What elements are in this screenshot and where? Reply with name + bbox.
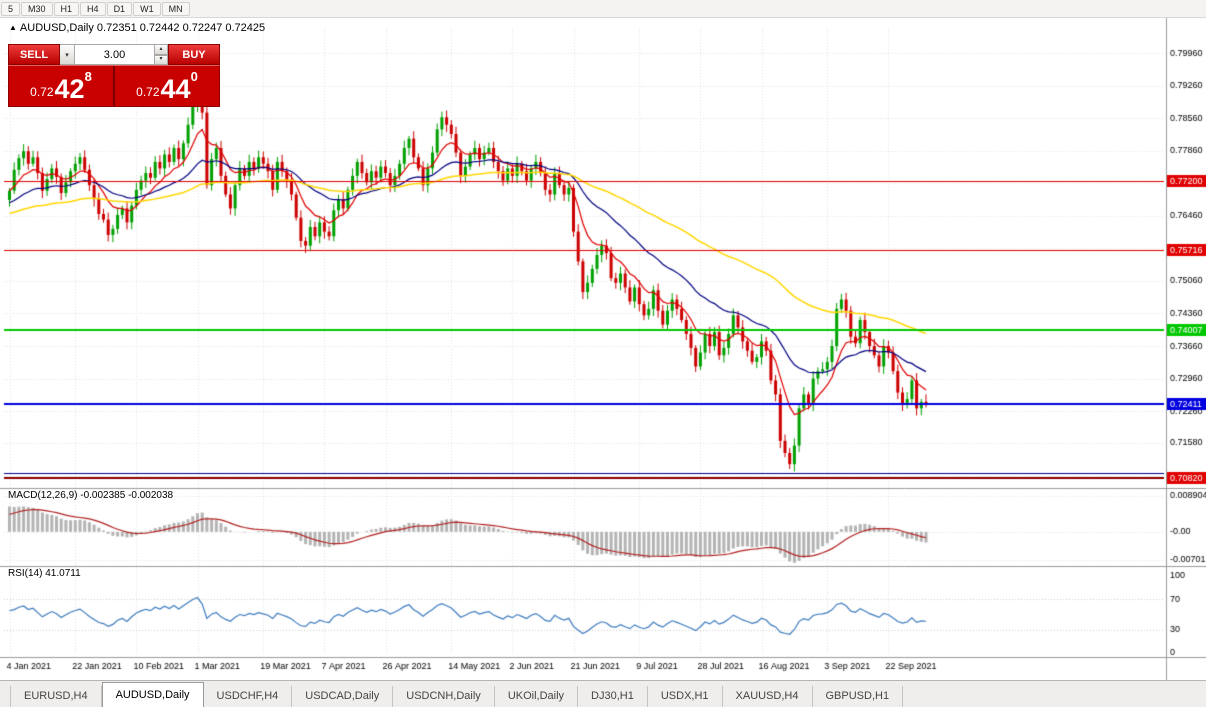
tab-dj30-h1[interactable]: DJ30,H1 bbox=[578, 686, 648, 707]
chart-tab-bar: EURUSD,H4 AUDUSD,Daily USDCHF,H4 USDCAD,… bbox=[0, 680, 1206, 707]
sell-price-prefix: 0.72 bbox=[30, 85, 54, 99]
chart-title: AUDUSD,Daily 0.72351 0.72442 0.72247 0.7… bbox=[19, 22, 266, 34]
price-divider bbox=[113, 66, 115, 106]
sell-price-pip-digit: 8 bbox=[84, 69, 92, 84]
tab-xauusd-h4[interactable]: XAUUSD,H4 bbox=[723, 686, 813, 707]
symbol-triangle-icon: ▲ bbox=[9, 23, 17, 32]
tab-audusd-daily[interactable]: AUDUSD,Daily bbox=[101, 682, 204, 707]
buy-price-big-digits: 44 bbox=[160, 74, 191, 104]
tab-gbpusd-h1[interactable]: GBPUSD,H1 bbox=[813, 686, 904, 707]
timeframe-d1-button[interactable]: D1 bbox=[106, 1, 133, 16]
timeframe-h4-button[interactable]: H4 bbox=[80, 1, 106, 16]
trade-price-row: 0.72 42 8 0.72 44 0 bbox=[8, 65, 220, 107]
one-click-trading-panel: SELL ▾ ▴ ▾ BUY 0.72 42 8 0.72 44 0 bbox=[8, 44, 220, 107]
timeframe-m30-button[interactable]: M30 bbox=[21, 1, 53, 16]
volume-input[interactable] bbox=[75, 44, 155, 65]
buy-price-display[interactable]: 0.72 44 0 bbox=[115, 66, 219, 106]
sell-price-display[interactable]: 0.72 42 8 bbox=[9, 66, 113, 106]
tab-usdcad-daily[interactable]: USDCAD,Daily bbox=[292, 686, 394, 707]
tab-ukoil-daily[interactable]: UKOil,Daily bbox=[495, 686, 579, 707]
sell-button[interactable]: SELL bbox=[8, 44, 60, 65]
macd-indicator-label: MACD(12,26,9) -0.002385 -0.002038 bbox=[8, 490, 174, 501]
trade-controls-row: SELL ▾ ▴ ▾ BUY bbox=[8, 44, 220, 65]
timeframe-mn-button[interactable]: MN bbox=[161, 1, 190, 16]
tab-usdchf-h4[interactable]: USDCHF,H4 bbox=[204, 686, 293, 707]
chart-ohlc-header: ▲ AUDUSD,Daily 0.72351 0.72442 0.72247 0.… bbox=[9, 22, 265, 34]
tab-eurusd-h4[interactable]: EURUSD,H4 bbox=[10, 686, 102, 707]
chart-canvas[interactable] bbox=[0, 18, 1206, 680]
buy-price-prefix: 0.72 bbox=[136, 85, 160, 99]
buy-price-pip-digit: 0 bbox=[190, 69, 198, 84]
volume-up-button[interactable]: ▴ bbox=[155, 44, 168, 55]
chevron-down-icon: ▾ bbox=[65, 51, 69, 59]
order-type-dropdown-button[interactable]: ▾ bbox=[60, 44, 75, 65]
buy-button[interactable]: BUY bbox=[168, 44, 220, 65]
volume-down-button[interactable]: ▾ bbox=[155, 54, 168, 65]
rsi-indicator-label: RSI(14) 41.0711 bbox=[8, 568, 81, 579]
tab-usdcnh-daily[interactable]: USDCNH,Daily bbox=[393, 686, 495, 707]
timeframe-h1-button[interactable]: H1 bbox=[53, 1, 80, 16]
timeframe-m5-button[interactable]: 5 bbox=[1, 1, 21, 16]
sell-price-big-digits: 42 bbox=[54, 74, 85, 104]
timeframe-toolbar: 5 M30 H1 H4 D1 W1 MN bbox=[0, 0, 1206, 18]
timeframe-w1-button[interactable]: W1 bbox=[133, 1, 161, 16]
tab-usdx-h1[interactable]: USDX,H1 bbox=[648, 686, 723, 707]
volume-spinner: ▴ ▾ bbox=[155, 44, 168, 65]
